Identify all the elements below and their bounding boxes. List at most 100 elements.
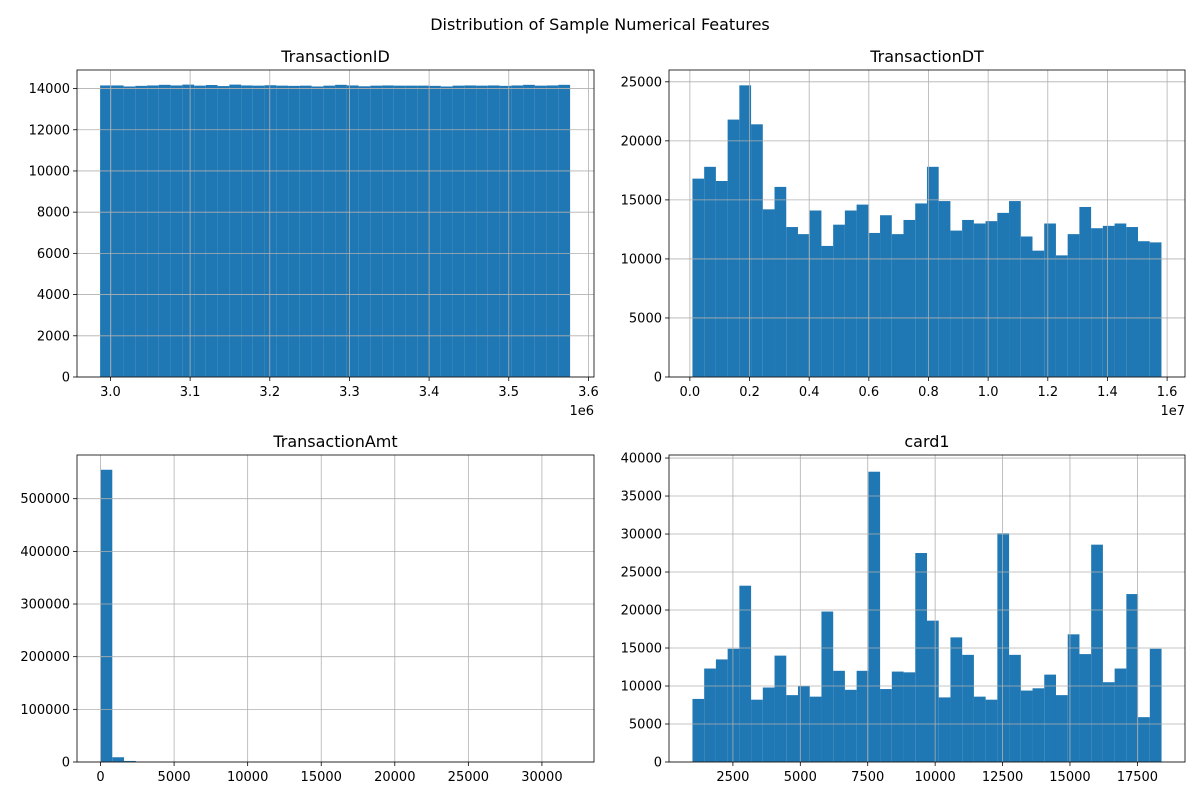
transactionid-bar (499, 85, 512, 377)
card1-bar (915, 553, 927, 762)
transactionid-histogram: TransactionID 1e6 3.0 3.1 3.2 3.3 3.4 3.5 3.6 0… (29, 47, 599, 419)
transactiondt-bar (809, 210, 822, 377)
transactiondt-bar (821, 245, 834, 377)
card1-bar (704, 668, 716, 762)
card1-bar (786, 695, 799, 762)
transactionid-bar (558, 84, 571, 377)
transactiondt-bar (1102, 225, 1115, 377)
card1-bar (762, 687, 775, 762)
transactionid-bar (194, 85, 206, 377)
card1-bar (1102, 682, 1115, 762)
transactionid-bar (487, 85, 500, 378)
card1-bar (715, 659, 728, 762)
transactionid-x-tick-label: 3.4 (419, 385, 440, 400)
transactiondt-bar (833, 224, 845, 377)
card1-bar (844, 689, 857, 762)
transactionamt-x-tick-label: 10000 (227, 770, 268, 785)
card1-bar (868, 471, 881, 762)
transactionid-bar (534, 85, 547, 377)
transactionamt-x-tick-label: 25000 (448, 770, 489, 785)
transactionamt-bar (112, 757, 125, 762)
transactiondt-bar (856, 204, 869, 377)
transactionid-y-tick-label: 14000 (29, 82, 70, 97)
card1-histogram: card1 2500 5000 7500 10000 12500 15000 17500 0 5… (621, 432, 1186, 785)
card1-y-tick-label: 0 (654, 756, 662, 771)
transactionid-bar (546, 85, 559, 378)
transactiondt-bar (1020, 236, 1033, 377)
transactiondt-bar (1055, 255, 1068, 377)
transactiondt-y-tick-label: 20000 (621, 134, 662, 149)
transactionamt-x-tick-label: 20000 (374, 770, 415, 785)
card1-y-tick-label: 20000 (621, 604, 662, 619)
card1-bar (903, 672, 916, 762)
transactionid-y-tick-label: 0 (62, 371, 70, 386)
card1-bar (751, 699, 763, 762)
transactionid-bar (252, 85, 265, 377)
card1-bar (739, 585, 752, 762)
transactiondt-bar (786, 227, 798, 377)
transactionamt-histogram: TransactionAmt 0 5000 10000 15000 20000 25000… (20, 432, 595, 785)
transactionid-bar (100, 85, 112, 378)
transactionid-bar (417, 85, 430, 377)
card1-bar (891, 671, 904, 762)
card1-x-tick-label: 10000 (914, 770, 955, 785)
transactionid-bar (241, 85, 253, 378)
card1-bar (1149, 648, 1162, 762)
card1-bar (727, 648, 740, 762)
transactiondt-x-tick-label: 0.0 (680, 385, 701, 400)
card1-bar (774, 655, 787, 762)
transactionid-bar (476, 85, 488, 377)
transactiondt-axes-frame (668, 69, 1186, 378)
transactionid-bar (323, 85, 336, 377)
transactionid-bar (511, 85, 524, 378)
transactionid-bar (452, 85, 465, 377)
transactiondt-bar (985, 221, 998, 377)
transactionamt-x-tick-label: 15000 (301, 770, 342, 785)
transactiondt-bar (962, 219, 974, 377)
transactionamt-y-tick-label: 400000 (20, 545, 70, 560)
card1-bar (692, 698, 705, 762)
transactionamt-axes-frame (76, 454, 595, 763)
transactiondt-bar (1067, 234, 1080, 377)
transactionid-title: TransactionID (280, 47, 390, 66)
transactionid-bar (440, 86, 453, 378)
transactionid-bar (123, 86, 136, 378)
card1-y-tick-label: 40000 (621, 452, 662, 467)
transactionid-y-tick-label: 2000 (37, 329, 70, 344)
transactiondt-histogram: TransactionDT 1e7 0.0 0.2 0.4 0.6 0.8 1.0 1.2 1… (621, 47, 1186, 419)
transactionid-y-tick-label: 4000 (37, 288, 70, 303)
transactionid-bar (335, 84, 347, 377)
card1-bar (1138, 717, 1150, 762)
transactionamt-y-tick-label: 300000 (20, 598, 70, 613)
card1-bar (1020, 690, 1033, 762)
transactiondt-x-tick-label: 1.2 (1037, 385, 1058, 400)
transactionid-bar (405, 85, 418, 377)
transactionid-bar (393, 85, 406, 377)
transactionid-bar (111, 85, 124, 378)
transactiondt-bar (1032, 250, 1045, 377)
card1-x-tick-label: 5000 (784, 770, 817, 785)
transactiondt-bar (1079, 206, 1092, 377)
transactiondt-bar (868, 232, 881, 377)
transactionid-bar (158, 84, 171, 377)
transactionid-bar (299, 85, 312, 377)
transactionamt-y-tick-label: 200000 (20, 650, 70, 665)
transactionid-bar (182, 84, 195, 378)
transactiondt-bar (997, 212, 1010, 377)
card1-bar (1091, 544, 1103, 762)
transactionamt-title: TransactionAmt (272, 432, 397, 451)
transactiondt-bar (1114, 223, 1127, 377)
card1-bar (1009, 654, 1021, 762)
transactionid-bar (346, 85, 359, 378)
transactionid-axes-frame (76, 69, 595, 378)
transactiondt-x-tick-label: 0.4 (799, 385, 820, 400)
transactionamt-x-tick-label: 5000 (158, 770, 191, 785)
card1-y-tick-label: 30000 (621, 528, 662, 543)
transactiondt-y-tick-label: 5000 (629, 311, 662, 326)
transactionamt-x-tick-label: 0 (96, 770, 104, 785)
card1-bar (1067, 634, 1080, 762)
transactionid-bar (370, 85, 383, 377)
transactiondt-bar (950, 230, 963, 377)
transactionid-bar (311, 86, 324, 378)
card1-bar (856, 670, 869, 762)
